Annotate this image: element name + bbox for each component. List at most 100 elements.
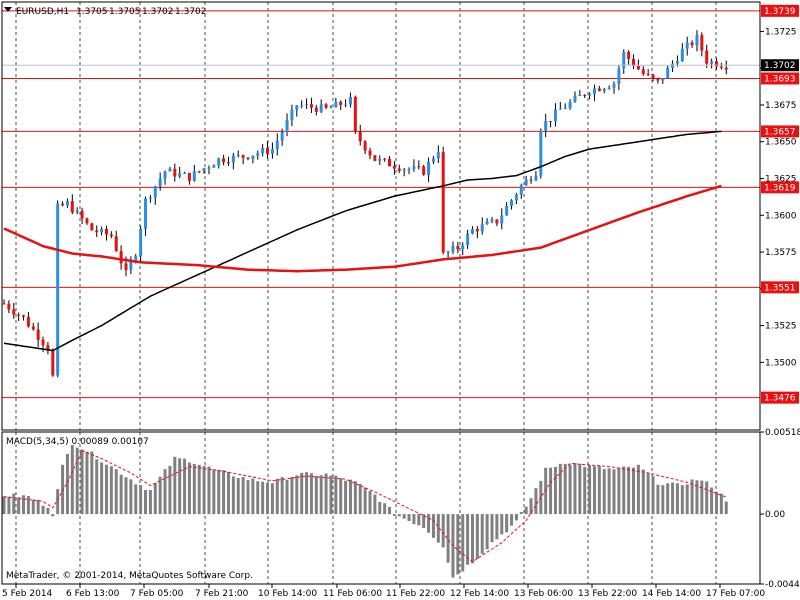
macd-bar — [75, 447, 79, 515]
macd-bar — [300, 472, 304, 515]
macd-bar — [46, 507, 50, 515]
candle-body — [510, 200, 514, 207]
moving-average-fast-line — [3, 130, 722, 352]
macd-bar — [651, 476, 655, 515]
macd-bar — [226, 471, 230, 515]
candle-body — [392, 166, 396, 169]
macd-bar — [475, 514, 479, 559]
candle-body — [158, 178, 162, 187]
candle-body — [12, 309, 16, 315]
current-price-tag — [761, 59, 799, 72]
macd-bar — [270, 483, 274, 515]
level-tag-label: 1.3551 — [764, 283, 796, 293]
candle-body — [270, 149, 274, 154]
candle-body — [51, 350, 55, 376]
macd-tick-label: 0.00 — [765, 510, 785, 520]
macd-bar — [622, 466, 626, 515]
candle-body — [329, 107, 333, 109]
time-axis: 5 Feb 2014 6 Feb 13:00 7 Feb 05:00 7 Feb 21… — [2, 584, 765, 599]
candle-body — [241, 155, 245, 158]
time-tick-label: 11 Feb 22:00 — [386, 589, 445, 599]
candle-body — [597, 88, 601, 91]
macd-bar — [197, 464, 201, 515]
macd-bar — [309, 473, 313, 515]
candle-body — [344, 104, 348, 106]
candle-body — [100, 228, 104, 233]
candle-body — [192, 171, 196, 181]
macd-bar — [95, 459, 99, 515]
candle-body — [334, 101, 338, 108]
candle-body — [646, 74, 650, 76]
time-tick-label: 11 Feb 06:00 — [323, 589, 382, 599]
macd-bar — [466, 514, 470, 565]
macd-bar — [431, 514, 435, 538]
price-pane-border — [1, 1, 761, 431]
candle-body — [109, 234, 113, 237]
level-tag-label: 1.3657 — [764, 127, 796, 137]
macd-bar — [627, 466, 631, 515]
candle-body — [622, 51, 626, 69]
candle-body — [417, 166, 421, 168]
candle-body — [153, 186, 157, 198]
candle-body — [495, 219, 499, 224]
macd-bar — [632, 467, 636, 515]
macd-bar — [666, 483, 670, 515]
quote-close: 1.3702 — [175, 7, 207, 17]
macd-bar — [441, 514, 445, 548]
candle-body — [402, 169, 406, 171]
macd-bar — [402, 514, 406, 519]
candle-body — [31, 326, 35, 330]
price-pane[interactable]: EURUSD,H1 1.3705 1.3705 1.3702 1.3702 — [1, 1, 761, 431]
candle-body — [719, 66, 723, 68]
candle-body — [578, 95, 582, 97]
quote-open: 1.3705 — [76, 7, 108, 17]
macd-bar — [192, 463, 196, 515]
candle-body — [675, 61, 679, 64]
candle-body — [378, 158, 382, 161]
price-tick-label: 1.3600 — [765, 211, 797, 221]
macd-pane[interactable]: MACD(5,34,5) 0.00089 0.00107 MetaTrader,… — [1, 431, 761, 585]
macd-bar — [500, 514, 504, 535]
candle-body — [222, 158, 226, 163]
candle-body — [422, 166, 426, 175]
macd-bar — [319, 475, 323, 515]
candle-body — [163, 171, 167, 179]
macd-bar — [583, 467, 587, 515]
macd-bar — [231, 476, 235, 515]
candle-body — [231, 155, 235, 163]
candle-body — [295, 105, 299, 110]
macd-pane-border — [1, 431, 761, 585]
time-tick-label: 14 Feb 14:00 — [642, 589, 701, 599]
candle-body — [236, 155, 240, 157]
macd-bar — [700, 480, 704, 515]
candle-body — [80, 210, 84, 219]
candle-body — [714, 61, 718, 67]
macd-bar — [607, 468, 611, 515]
level-tag — [761, 181, 799, 194]
candle-body — [636, 65, 640, 70]
candle-body — [446, 251, 450, 253]
macd-bar — [480, 514, 484, 554]
macd-bar — [675, 483, 679, 515]
macd-bar — [109, 466, 113, 515]
macd-bar — [261, 481, 265, 515]
macd-bar — [719, 493, 723, 515]
chevron-down-icon[interactable] — [4, 7, 12, 12]
candle-body — [627, 51, 631, 59]
macd-bar — [334, 475, 338, 515]
candle-body — [490, 219, 494, 222]
macd-bar — [236, 478, 240, 515]
candle-body — [61, 203, 65, 206]
macd-bar — [485, 514, 489, 550]
time-tick-label: 7 Feb 05:00 — [130, 589, 184, 599]
candle-body — [300, 105, 304, 107]
candle-body — [266, 147, 270, 154]
candle-body — [85, 218, 89, 224]
candle-body — [339, 101, 343, 106]
candle-body — [90, 223, 94, 231]
macd-bar — [70, 445, 74, 515]
macd-bar — [295, 475, 299, 515]
macd-bar — [41, 505, 45, 515]
time-tick-label: 13 Feb 06:00 — [514, 589, 573, 599]
